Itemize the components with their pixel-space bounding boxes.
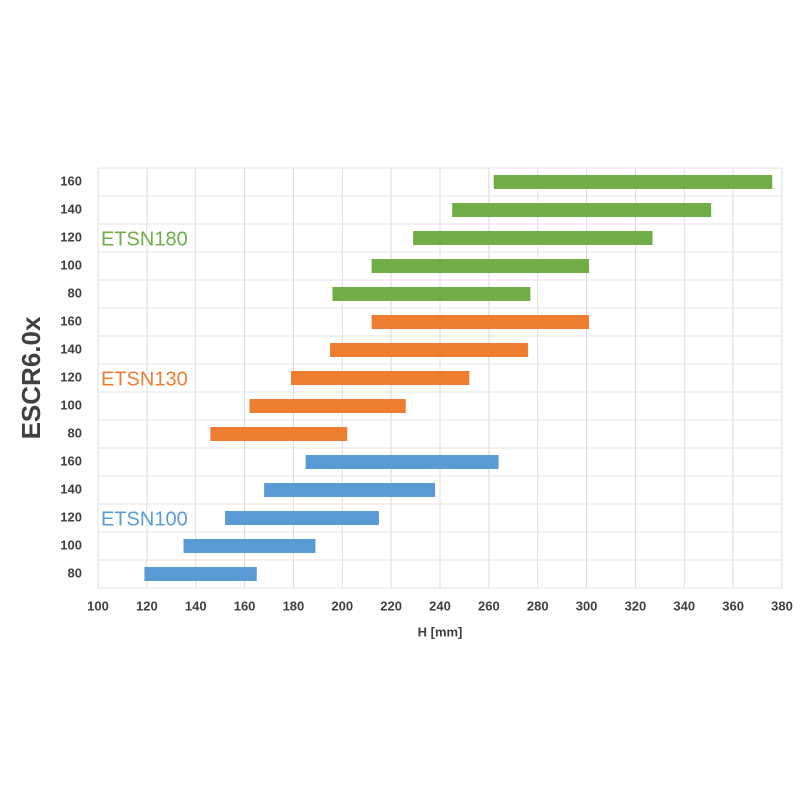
series-label: ETSN100 (101, 508, 188, 530)
x-axis-label: H [mm] (418, 624, 463, 639)
x-tick-label: 160 (234, 598, 256, 613)
x-tick-label: 180 (283, 598, 305, 613)
y-tick-label: 160 (60, 313, 82, 328)
bar (290, 371, 470, 385)
y-tick-label: 140 (60, 341, 82, 356)
y-axis-label: ESCR6.0x (16, 316, 46, 439)
x-tick-label: 380 (771, 598, 793, 613)
x-tick-label: 200 (331, 598, 353, 613)
bar (493, 175, 773, 189)
bar (452, 203, 712, 217)
y-tick-label: 100 (60, 397, 82, 412)
y-tick-label: 120 (60, 229, 82, 244)
x-tick-label: 300 (576, 598, 598, 613)
y-tick-label: 120 (60, 509, 82, 524)
bar (371, 315, 590, 329)
bar (249, 399, 406, 413)
x-tick-label: 360 (722, 598, 744, 613)
y-tick-label: 80 (68, 565, 82, 580)
bar (332, 287, 531, 301)
bar (225, 511, 379, 525)
y-tick-label: 160 (60, 173, 82, 188)
y-tick-label: 80 (68, 285, 82, 300)
x-tick-label: 120 (136, 598, 158, 613)
bar (305, 455, 499, 469)
x-tick-label: 280 (527, 598, 549, 613)
y-tick-label: 100 (60, 537, 82, 552)
bar (264, 483, 436, 497)
bar (413, 231, 653, 245)
y-tick-label: 140 (60, 201, 82, 216)
bar (210, 427, 348, 441)
x-tick-label: 240 (429, 598, 451, 613)
y-tick-label: 100 (60, 257, 82, 272)
x-tick-label: 340 (673, 598, 695, 613)
bar (330, 343, 528, 357)
bar (371, 259, 590, 273)
y-tick-label: 140 (60, 481, 82, 496)
y-tick-label: 120 (60, 369, 82, 384)
x-tick-label: 260 (478, 598, 500, 613)
y-tick-label: 80 (68, 425, 82, 440)
x-tick-label: 100 (87, 598, 109, 613)
x-tick-label: 220 (380, 598, 402, 613)
bar (144, 567, 257, 581)
y-tick-label: 160 (60, 453, 82, 468)
bar (183, 539, 316, 553)
series-label: ETSN130 (101, 368, 188, 390)
x-tick-label: 320 (625, 598, 647, 613)
series-label: ETSN180 (101, 228, 188, 250)
x-tick-label: 140 (185, 598, 207, 613)
